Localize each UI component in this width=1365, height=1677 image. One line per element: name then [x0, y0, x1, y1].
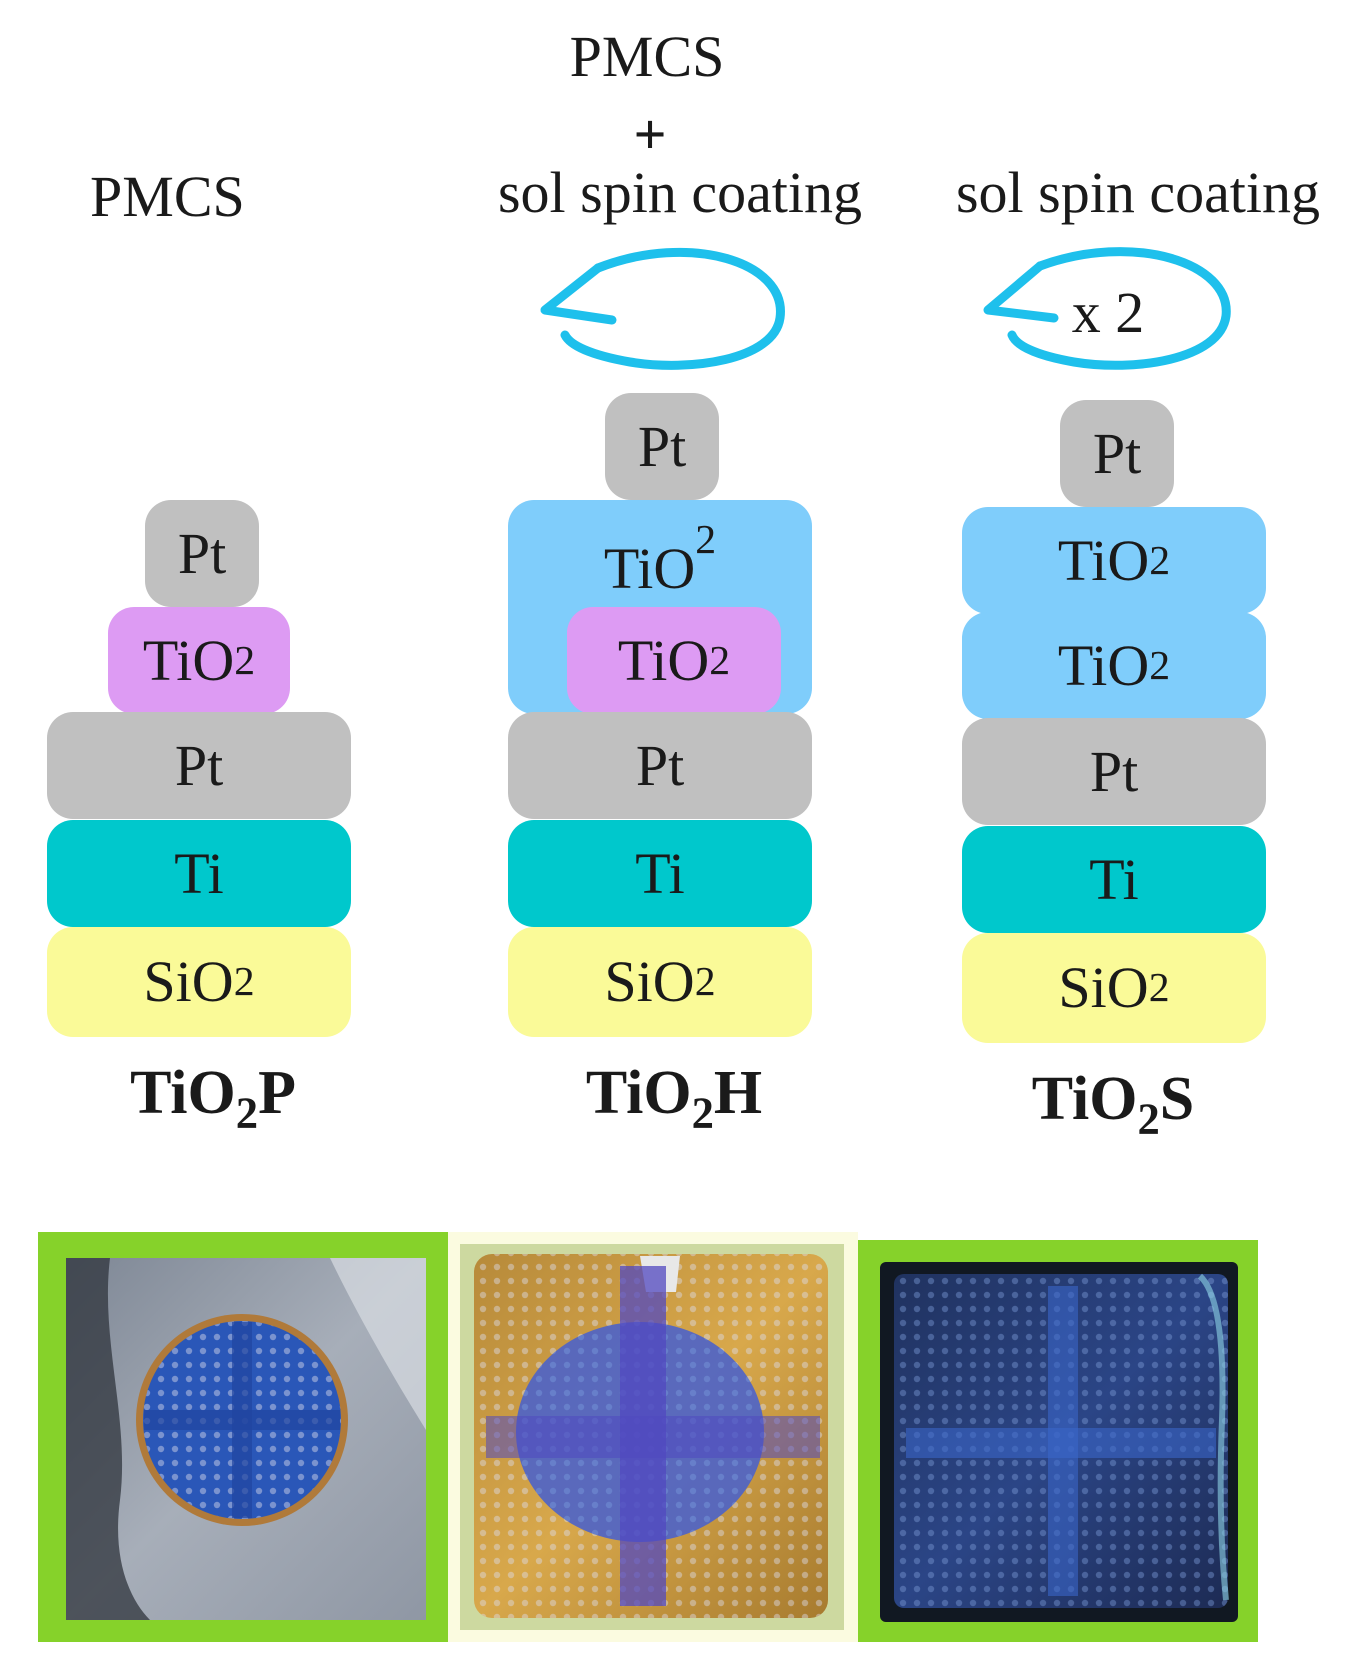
col3-layer-ti: Ti: [962, 826, 1266, 933]
caption-tio2s: TiO2S: [1031, 1065, 1195, 1144]
col1-layer-pt-top: Pt: [145, 500, 259, 607]
caption-tio2p: TiO2P: [130, 1059, 296, 1138]
process-label-hybrid-line1: PMCS: [569, 24, 725, 89]
col3-layer-tio2-top: TiO 2: [962, 507, 1266, 614]
col3-layer-tio2-bottom: TiO 2: [962, 612, 1266, 719]
col2-layer-pt-top: Pt: [605, 393, 719, 500]
col1-layer-ti: Ti: [47, 820, 351, 927]
col2-layer-ti: Ti: [508, 820, 812, 927]
rotation-arrow-sol-icon: [983, 247, 1231, 370]
col1-layer-pt-bottom: Pt: [47, 712, 351, 819]
col3-layer-sio2: SiO 2: [962, 933, 1266, 1043]
process-label-pmcs: PMCS: [90, 164, 245, 229]
photo-tio2h: [448, 1232, 858, 1642]
repeat-label: x 2: [1071, 280, 1145, 345]
col2-layer-pt-bottom: Pt: [508, 712, 812, 819]
col1-layer-sio2: SiO 2: [47, 927, 351, 1037]
process-label-sol: sol spin coating: [955, 160, 1321, 225]
photo-tio2s: [858, 1240, 1258, 1642]
caption-tio2h: TiO2H: [585, 1059, 763, 1138]
photo-tio2p: [38, 1232, 448, 1642]
col2-layer-tio2-pmcs: TiO 2: [567, 607, 781, 714]
col3-layer-pt-top: Pt: [1060, 400, 1174, 507]
col1-layer-tio2: TiO 2: [108, 607, 290, 714]
process-label-hybrid-line3: sol spin coating: [497, 160, 863, 225]
col3-layer-pt-bottom: Pt: [962, 718, 1266, 825]
rotation-arrow-hybrid-icon: [540, 247, 785, 370]
col2-layer-sio2: SiO 2: [508, 927, 812, 1037]
process-label-hybrid-plus: +: [633, 102, 667, 167]
